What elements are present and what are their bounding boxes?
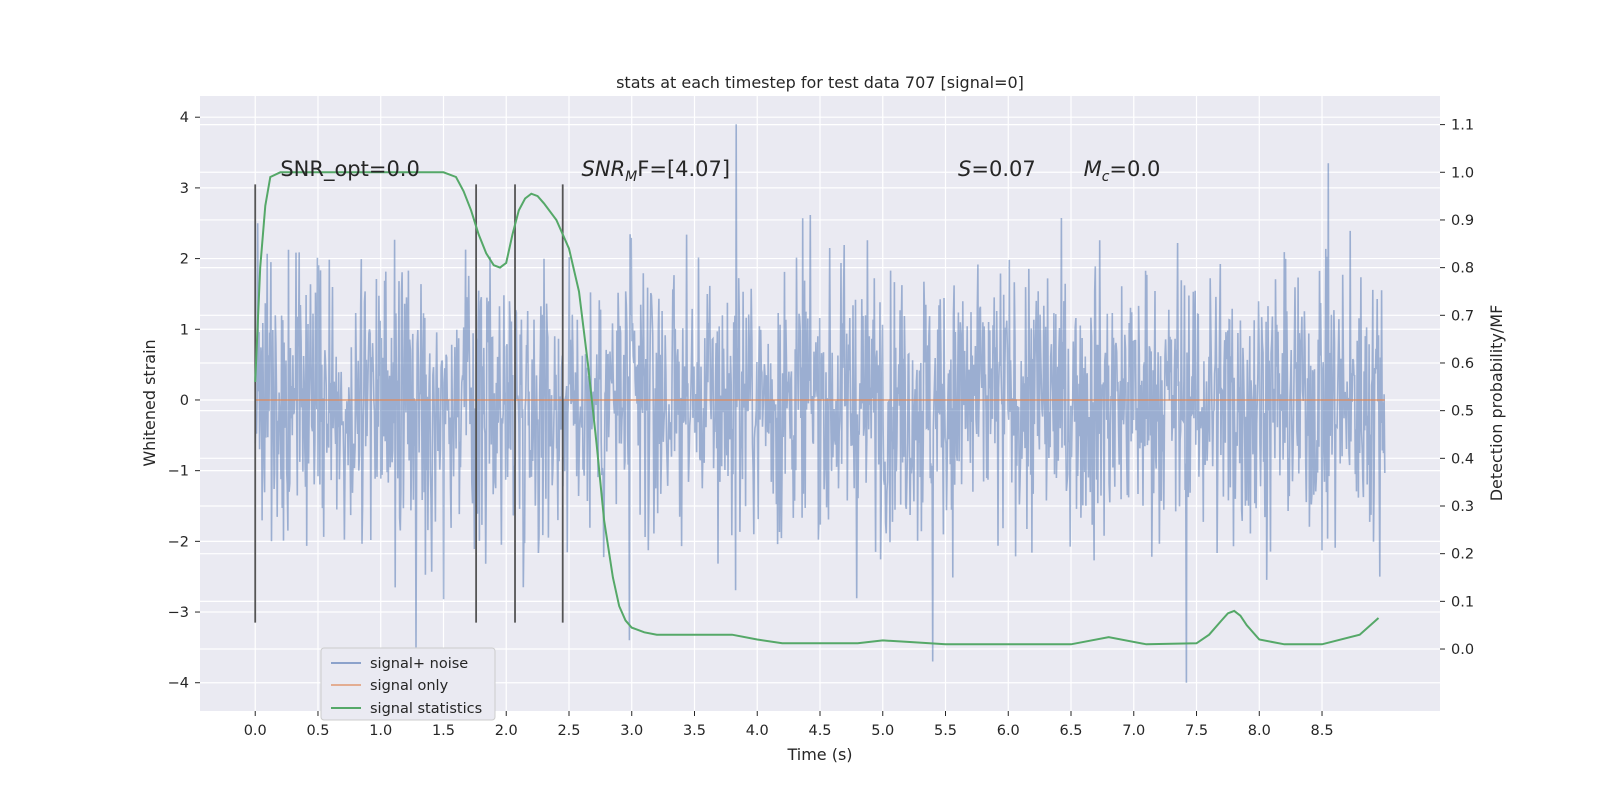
x-tick-label: 8.0 [1248, 723, 1271, 739]
x-tick-label: 7.0 [1122, 723, 1145, 739]
y-right-tick-label: 0.9 [1451, 213, 1474, 229]
y-right-tick-label: 1.0 [1451, 165, 1474, 181]
x-tick-label: 1.0 [369, 723, 392, 739]
y-right-tick-label: 0.2 [1451, 547, 1474, 563]
y-left-tick-label: 4 [180, 110, 189, 126]
y-left-tick-label: −4 [168, 676, 189, 692]
y-right-tick-label: 0.6 [1451, 356, 1474, 372]
y-right-tick-label: 0.7 [1451, 308, 1474, 324]
y-right-tick-label: 0.0 [1451, 642, 1474, 658]
statistics-line [254, 171, 1380, 646]
legend-label-signal-statistics: signal statistics [370, 701, 482, 717]
y-right-tick-label: 0.1 [1451, 594, 1474, 610]
x-tick-label: 8.5 [1310, 723, 1333, 739]
y-right-tick-label: 0.5 [1451, 404, 1474, 420]
legend: signal+ noise signal only signal statist… [320, 647, 496, 721]
x-tick-label: 5.5 [934, 723, 957, 739]
x-tick-label: 2.0 [495, 723, 518, 739]
noise-series [254, 124, 1386, 683]
x-tick-label: 0.0 [244, 723, 267, 739]
y-left-tick-label: 3 [180, 181, 189, 197]
x-tick-label: 3.0 [620, 723, 643, 739]
y-left-tick-label: −2 [168, 534, 189, 550]
x-tick-label: 6.5 [1059, 723, 1082, 739]
y-right-tick-label: 0.3 [1451, 499, 1474, 515]
x-tick-label: 2.5 [557, 723, 580, 739]
x-tick-label: 1.5 [432, 723, 455, 739]
legend-box [320, 647, 496, 721]
annotation-snr_opt: SNR_opt=0.0 [280, 157, 420, 182]
x-axis-label: Time (s) [786, 745, 852, 764]
y-right-axis-label: Detection probability/MF [1487, 305, 1506, 502]
legend-label-signal-only: signal only [370, 678, 449, 694]
annotation-snr_mf: SNRMF=[4.07] [582, 157, 731, 185]
chart-title: stats at each timestep for test data 707… [616, 73, 1024, 92]
y-right-tick-label: 0.8 [1451, 261, 1474, 277]
y-left-tick-label: 0 [180, 393, 189, 409]
y-left-tick-label: 2 [180, 252, 189, 268]
annotation-s: S=0.07 [958, 157, 1036, 181]
x-tick-label: 4.5 [808, 723, 831, 739]
y-left-tick-label: 1 [180, 322, 189, 338]
annotations: SNR_opt=0.0 SNRMF=[4.07] S=0.07 Mc=0.0 [280, 157, 1160, 185]
y-left-tick-label: −1 [168, 464, 189, 480]
statistics-series [254, 171, 1380, 646]
y-right-tick-label: 0.4 [1451, 451, 1474, 467]
y-left-axis-label: Whitened strain [140, 339, 159, 466]
y-right-tick-label: 1.1 [1451, 118, 1474, 134]
vertical-markers [254, 184, 564, 623]
x-tick-label: 0.5 [306, 723, 329, 739]
x-tick-label: 3.5 [683, 723, 706, 739]
x-tick-label: 4.0 [746, 723, 769, 739]
annotation-mc: Mc=0.0 [1084, 157, 1161, 185]
x-tick-label: 5.0 [871, 723, 894, 739]
noise-trace [254, 124, 1386, 683]
y-left-tick-label: −3 [168, 605, 189, 621]
legend-label-signal-noise: signal+ noise [370, 656, 468, 672]
x-tick-label: 7.5 [1185, 723, 1208, 739]
x-tick-label: 6.0 [997, 723, 1020, 739]
ticks: 0.0 0.5 1.0 1.5 2.0 2.5 3.0 3.5 4.0 4.5 5.0 5.5 6.0 6… [168, 110, 1474, 739]
